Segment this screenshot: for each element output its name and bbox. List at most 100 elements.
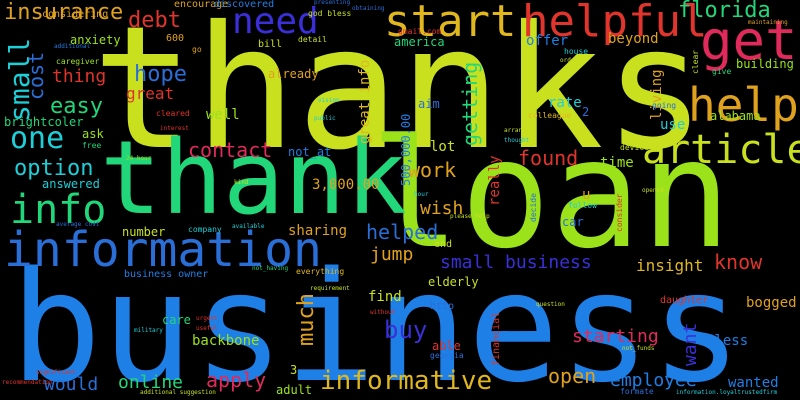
word-business: business xyxy=(10,239,743,400)
word-requirement: requirement xyxy=(310,285,350,292)
word-detail: detail xyxy=(298,35,327,44)
word-thought: thought xyxy=(504,137,530,144)
word-hour: hour xyxy=(414,191,429,198)
word-insurance: insurance xyxy=(4,0,124,25)
word-great-info: great info xyxy=(357,59,373,144)
word-info: info xyxy=(10,187,107,233)
word-significant: significant xyxy=(36,369,76,376)
word-thing: thing xyxy=(52,66,107,87)
word-time: time xyxy=(600,155,634,171)
word-rate: rate xyxy=(548,95,582,111)
word-cost: cost xyxy=(24,51,48,100)
word-information: information xyxy=(4,222,322,278)
word-much: much xyxy=(294,293,319,346)
word-clear: clear xyxy=(691,49,700,74)
word-encourage: encourage xyxy=(174,0,229,10)
word-answered: answered xyxy=(42,177,100,191)
word-please-help: please help xyxy=(450,213,490,220)
word-help: help xyxy=(688,78,799,132)
word-adult: adult xyxy=(276,383,313,397)
word-care: care xyxy=(162,313,191,327)
word-additional-suggestion: additional suggestion xyxy=(140,389,216,396)
word-financial: financial xyxy=(491,311,502,366)
word-buy: buy xyxy=(384,316,428,344)
word-article: article xyxy=(642,127,800,173)
word-insight: insight xyxy=(636,256,704,275)
word-already: already xyxy=(268,67,319,81)
word-maintaining: maintaining xyxy=(748,19,788,26)
word-lot: lot xyxy=(430,139,456,155)
word-bill: bill xyxy=(258,39,283,50)
word-not-having: not_having xyxy=(252,265,289,272)
word-interest: interest xyxy=(160,125,189,132)
word-need: need xyxy=(232,1,319,42)
word-getting: getting xyxy=(458,61,482,146)
word-recommendation: recommendation xyxy=(2,379,53,386)
word-company: company xyxy=(188,225,222,234)
word-god-bless: god bless xyxy=(308,9,352,18)
word-considering: considering xyxy=(42,9,109,20)
word-presenting: presenting xyxy=(314,0,351,6)
word-use: use xyxy=(660,117,686,133)
word-car: car xyxy=(562,215,584,229)
word-gmail: gmail.com xyxy=(398,27,442,36)
word-vision: vision xyxy=(318,97,340,104)
word-backbone: backbone xyxy=(192,333,260,349)
word-useful: useful xyxy=(196,325,218,332)
word-anxiety: anxiety xyxy=(70,33,121,47)
word-device: device xyxy=(620,143,649,152)
word-beyond: beyond xyxy=(608,31,659,47)
word-start: start xyxy=(384,0,517,47)
word-colleague: colleague xyxy=(528,111,572,120)
word-caregiver: caregiver xyxy=(56,57,100,66)
word-want: want xyxy=(680,322,701,366)
word-free: free xyxy=(82,141,102,150)
word-business-owner: business owner xyxy=(124,269,209,280)
word-contact: contact xyxy=(188,138,273,162)
word-everything: everything xyxy=(296,267,345,276)
word-know: know xyxy=(714,250,763,274)
word-offer: offer xyxy=(526,33,569,49)
word-http: http xyxy=(430,301,455,312)
word-going: going xyxy=(652,101,677,110)
word-without: without xyxy=(370,309,396,316)
word-aim: aim xyxy=(418,97,440,111)
word-decide: decide xyxy=(529,193,538,222)
word-not-funds: not_funds xyxy=(622,345,655,352)
word-open: open xyxy=(548,364,597,388)
word-give: give xyxy=(712,67,732,76)
word-work: work xyxy=(408,158,457,182)
word-thank: thank xyxy=(100,119,408,238)
word-average-cost: average cost xyxy=(56,221,100,228)
word-number: number xyxy=(122,225,166,239)
word-public: public xyxy=(314,115,336,122)
word-elderly: elderly xyxy=(428,275,479,289)
word-follow: follow xyxy=(568,201,597,210)
word-u: u xyxy=(582,187,591,203)
word-daughter: daughter xyxy=(660,295,709,306)
word-available: available xyxy=(232,223,265,230)
word-loyaltrustedfirm: information.loyaltrustedfirm xyxy=(676,389,778,396)
word-apply: apply xyxy=(206,368,267,392)
word-hope: hope xyxy=(134,62,187,87)
word-military: military xyxy=(134,327,163,334)
word-wanted: wanted xyxy=(728,375,779,391)
word-bless: bless xyxy=(706,333,749,349)
word-ask: ask xyxy=(82,127,104,141)
word-bogged: bogged xyxy=(746,295,797,311)
word-3000: 3,000.00 xyxy=(312,177,380,193)
word-online: online xyxy=(118,372,184,393)
word-kind: kind xyxy=(234,179,249,186)
word-opened: opened xyxy=(642,187,664,194)
word-small-business: small business xyxy=(440,252,592,273)
word-order: order xyxy=(560,57,579,64)
word-obtaining: obtaining xyxy=(352,5,385,12)
word-question: question xyxy=(536,301,565,308)
word-living: living xyxy=(649,69,665,120)
word-informative: informative xyxy=(320,366,493,396)
word-loan: loan xyxy=(370,108,732,282)
word-option: option xyxy=(14,156,94,181)
word-helped: helped xyxy=(366,220,439,244)
word-alabama: alabama xyxy=(710,109,761,123)
